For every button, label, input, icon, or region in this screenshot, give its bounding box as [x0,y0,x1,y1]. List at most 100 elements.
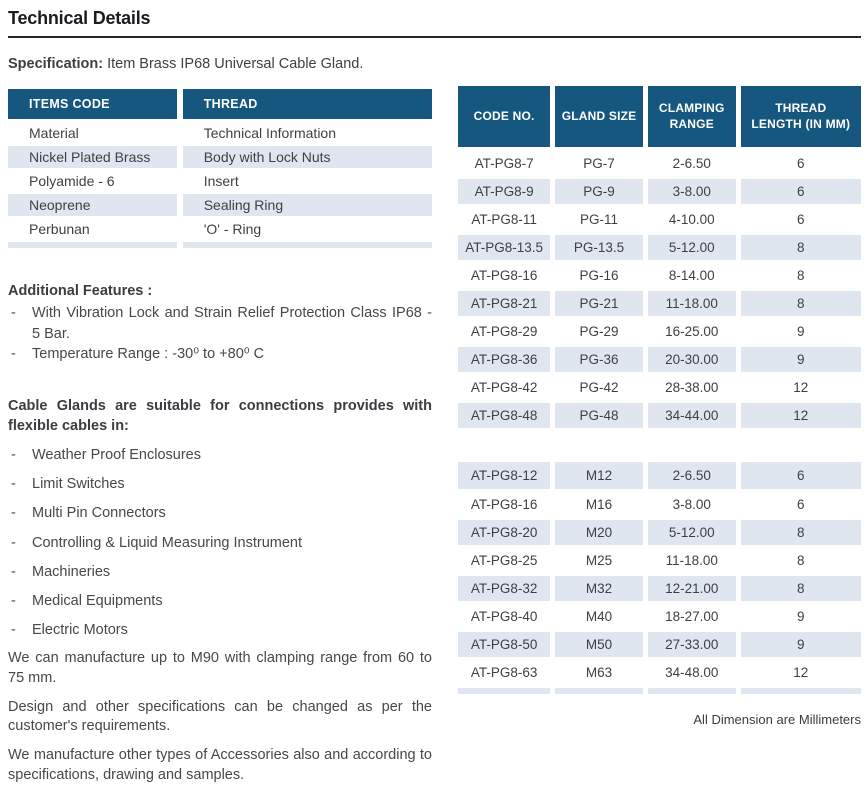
thread-length-cell: 9 [738,602,861,632]
specification-line: Specification: Item Brass IP68 Universal … [8,56,432,72]
table-row: AT-PG8-13.5 PG-13.5 5-12.00 8 [458,233,861,263]
feature-item: - With Vibration Lock and Strain Relief … [8,303,432,344]
right-column: CODE NO. GLAND SIZE CLAMPING RANGE THREA… [458,56,861,795]
item-cell: Material [8,120,183,146]
clamping-cell: 34-48.00 [645,658,741,688]
gland-size-cell: PG-29 [552,317,648,347]
paragraph: Design and other specifications can be c… [8,698,432,735]
items-table-header-row: ITEMS CODE THREAD [8,89,432,122]
items-table: ITEMS CODE THREAD Material Technical Inf… [8,89,432,250]
pg-rows: AT-PG8-7 PG-7 2-6.50 6 AT-PG8-9 PG-9 3-8… [458,149,861,431]
clamping-cell: 2-6.50 [645,149,741,179]
clamping-cell: 5-12.00 [645,518,741,548]
table-row: AT-PG8-29 PG-29 16-25.00 9 [458,317,861,347]
list-item: - Weather Proof Enclosures [8,445,432,466]
gland-size-cell: PG-36 [552,345,648,375]
thread-length-cell: 8 [738,574,861,604]
dimensions-footnote: All Dimension are Millimeters [693,711,861,727]
suitable-section: Cable Glands are suitable for connection… [8,396,432,641]
gland-table-wrap: CODE NO. GLAND SIZE CLAMPING RANGE THREA… [458,86,861,727]
code-cell: AT-PG8-36 [458,345,556,375]
list-item-text: Multi Pin Connectors [32,505,166,522]
strip-row [458,686,861,697]
list-item: - Machineries [8,562,432,583]
suitable-heading: Cable Glands are suitable for connection… [8,397,432,435]
clamping-cell: 18-27.00 [645,602,741,632]
list-item-text: Limit Switches [32,476,125,493]
thread-length-cell: 8 [738,289,861,319]
list-item-text: Controlling & Liquid Measuring Instrumen… [32,534,302,551]
table-row: AT-PG8-7 PG-7 2-6.50 6 [458,149,861,179]
table-row: AT-PG8-20 M20 5-12.00 8 [458,518,861,548]
left-column: Specification: Item Brass IP68 Universal … [8,56,432,795]
gland-size-cell: PG-16 [552,261,648,291]
table-row: AT-PG8-63 M63 34-48.00 12 [458,658,861,688]
thread-header: THREAD [179,89,432,122]
thread-length-cell: 6 [738,462,861,492]
thread-length-cell: 12 [738,373,861,403]
gland-size-cell: M25 [552,546,648,576]
gland-size-cell: M50 [552,630,648,660]
thread-cell: Body with Lock Nuts [179,145,432,170]
closing-paragraphs: We can manufacture up to M90 with clampi… [8,649,432,786]
gland-size-cell: PG-7 [552,149,648,179]
item-cell: Polyamide - 6 [8,169,183,194]
dash-marker: - [11,305,16,321]
clamping-cell: 11-18.00 [645,546,741,576]
dash-marker: - [11,346,16,363]
suitable-list: - Weather Proof Enclosures - Limit Switc… [8,445,432,640]
table-row: Polyamide - 6 Insert [8,169,432,194]
clamping-range-header: CLAMPING RANGE [645,86,741,151]
table-row: Neoprene Sealing Ring [8,193,432,218]
clamping-cell: 8-14.00 [645,261,741,291]
clamping-cell: 4-10.00 [645,205,741,235]
thread-cell: Sealing Ring [179,193,432,218]
thread-length-cell: 9 [738,317,861,347]
gland-table-header-row: CODE NO. GLAND SIZE CLAMPING RANGE THREA… [458,86,861,151]
thread-length-cell: 6 [738,205,861,235]
table-row: AT-PG8-36 PG-36 20-30.00 9 [458,345,861,375]
gland-size-cell: M16 [552,490,648,520]
clamping-cell: 3-8.00 [645,490,741,520]
thread-length-cell: 6 [738,149,861,179]
dash-marker: - [11,563,16,580]
page-title: Technical Details [8,8,151,28]
table-row: AT-PG8-42 PG-42 28-38.00 12 [458,373,861,403]
code-no-header: CODE NO. [458,86,556,151]
table-row: Perbunan 'O' - Ring [8,217,432,242]
thread-length-header: THREAD LENGTH (IN MM) [738,86,861,151]
thread-length-cell: 12 [738,401,861,431]
code-cell: AT-PG8-12 [458,462,556,492]
clamping-cell: 11-18.00 [645,289,741,319]
table-row: AT-PG8-16 M16 3-8.00 6 [458,490,861,520]
list-item: - Multi Pin Connectors [8,503,432,524]
gland-size-table: CODE NO. GLAND SIZE CLAMPING RANGE THREA… [458,86,861,697]
code-cell: AT-PG8-21 [458,289,556,319]
dash-marker: - [11,592,16,609]
table-row: AT-PG8-16 PG-16 8-14.00 8 [458,261,861,291]
strip-row [8,241,432,250]
thread-length-cell: 8 [738,518,861,548]
gland-size-cell: PG-42 [552,373,648,403]
gland-size-header: GLAND SIZE [552,86,648,151]
gland-size-cell: PG-11 [552,205,648,235]
code-cell: AT-PG8-40 [458,602,556,632]
table-row: AT-PG8-40 M40 18-27.00 9 [458,602,861,632]
list-item: - Controlling & Liquid Measuring Instrum… [8,533,432,554]
thread-length-cell: 12 [738,658,861,688]
code-cell: AT-PG8-63 [458,658,556,688]
code-cell: AT-PG8-20 [458,518,556,548]
title-divider [8,36,861,38]
code-cell: AT-PG8-42 [458,373,556,403]
feature-item: - Temperature Range : -30⁰ to +80⁰ C [8,344,432,365]
code-cell: AT-PG8-13.5 [458,233,556,263]
section-gap-row [458,429,861,462]
clamping-cell: 2-6.50 [645,462,741,492]
clamping-cell: 5-12.00 [645,233,741,263]
gland-size-cell: PG-9 [552,177,648,207]
gland-size-cell: M12 [552,462,648,492]
thread-cell: 'O' - Ring [179,217,432,242]
code-cell: AT-PG8-50 [458,630,556,660]
paragraph: We can manufacture up to M90 with clampi… [8,649,432,686]
specification-text: Item Brass IP68 Universal Cable Gland. [107,56,364,72]
